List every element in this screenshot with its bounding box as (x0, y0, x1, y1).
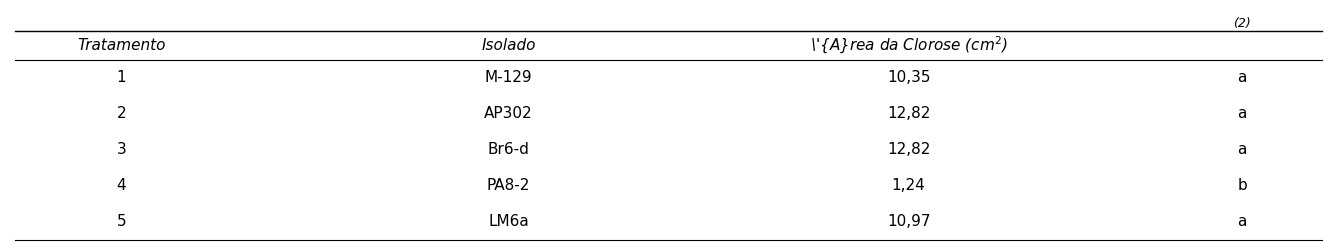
Text: (2): (2) (1233, 17, 1251, 30)
Text: 2: 2 (116, 106, 126, 121)
Text: a: a (1238, 214, 1247, 229)
Text: Isolado: Isolado (481, 38, 536, 53)
Text: PA8-2: PA8-2 (487, 178, 529, 193)
Text: 12,82: 12,82 (886, 142, 931, 157)
Text: 4: 4 (116, 178, 126, 193)
Text: 5: 5 (116, 214, 126, 229)
Text: a: a (1238, 142, 1247, 157)
Text: 10,35: 10,35 (886, 70, 931, 85)
Text: b: b (1237, 178, 1247, 193)
Text: a: a (1238, 106, 1247, 121)
Text: \'{A}rea da Clorose (cm$^2$): \'{A}rea da Clorose (cm$^2$) (810, 35, 1008, 56)
Text: 3: 3 (116, 142, 126, 157)
Text: LM6a: LM6a (488, 214, 528, 229)
Text: 12,82: 12,82 (886, 106, 931, 121)
Text: Tratamento: Tratamento (78, 38, 166, 53)
Text: 10,97: 10,97 (886, 214, 931, 229)
Text: Br6-d: Br6-d (488, 142, 529, 157)
Text: M-129: M-129 (484, 70, 532, 85)
Text: AP302: AP302 (484, 106, 532, 121)
Text: 1,24: 1,24 (892, 178, 925, 193)
Text: 1: 1 (116, 70, 126, 85)
Text: a: a (1238, 70, 1247, 85)
